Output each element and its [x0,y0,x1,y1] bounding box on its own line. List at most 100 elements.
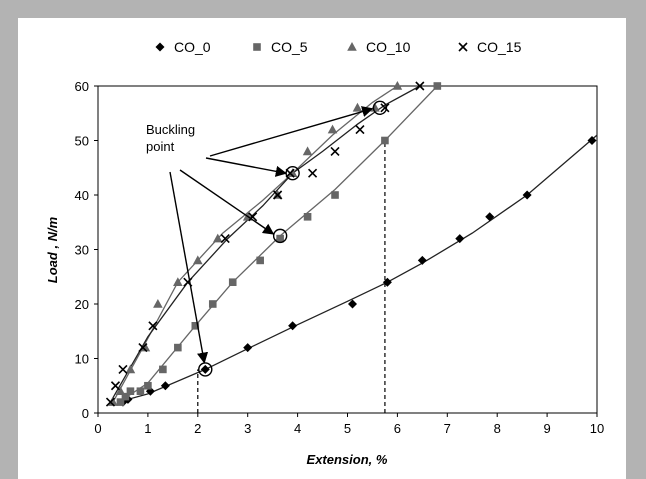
annotation-arrow [169,171,209,364]
annotation-arrow [205,157,287,177]
data-point-co-10 [125,364,136,374]
data-point-co-15 [330,146,340,156]
data-point-co-5 [126,387,135,395]
legend-label-co-10: CO_10 [366,39,411,55]
data-point-co-15 [355,125,365,135]
data-point-co-0 [417,255,427,265]
data-point-co-10 [212,233,223,243]
legend-label-co-0: CO_0 [174,39,211,55]
annotation-label: Buckling [146,122,195,137]
x-tick-label: 7 [444,421,451,436]
legend-marker-co-5 [253,43,261,51]
data-point-co-0 [485,212,495,222]
data-point-co-10 [352,102,363,112]
x-axis-title: Extension, % [307,452,388,467]
data-point-co-15 [148,321,158,331]
data-point-co-5 [136,387,145,395]
legend: CO_0 CO_5 CO_10 CO_15 [155,39,522,55]
buckling-point-marker [372,100,388,116]
data-point-co-0 [347,299,357,309]
data-point-co-10 [140,342,151,352]
y-tick-label: 40 [75,188,89,203]
data-point-co-10 [115,386,126,395]
x-tick-label: 2 [194,421,201,436]
data-point-co-10 [302,146,313,156]
data-point-co-5 [191,322,200,330]
x-tick-label: 3 [244,421,251,436]
annotation-arrow [209,106,374,157]
data-point-co-15 [248,212,258,222]
y-tick-label: 60 [75,79,89,94]
legend-label-co-15: CO_15 [477,39,522,55]
data-point-co-5 [303,213,312,221]
data-point-co-15 [273,190,283,200]
data-point-co-15 [308,168,318,178]
data-point-co-10 [392,81,403,90]
legend-label-co-5: CO_5 [271,39,308,55]
x-tick-label: 0 [94,421,101,436]
data-point-co-0 [382,277,392,287]
data-point-co-10 [193,255,203,265]
annotation-arrow [179,169,275,235]
y-tick-label: 0 [82,406,89,421]
data-point-co-0 [160,381,170,391]
data-point-co-0 [587,136,597,145]
data-point-co-15 [285,168,295,178]
y-tick-label: 10 [75,352,89,367]
data-point-co-0 [522,190,532,200]
data-point-co-5 [433,82,442,90]
data-point-co-15 [220,234,230,244]
data-point-co-15 [380,103,390,113]
data-point-co-15 [138,343,148,353]
y-tick-label: 30 [75,243,89,258]
annotation-label-line2: point [146,139,175,154]
data-point-co-15 [105,397,116,407]
x-tick-label: 4 [294,421,301,436]
data-point-co-5 [159,365,167,374]
data-point-co-10 [108,397,118,406]
data-point-co-5 [381,136,389,145]
data-point-co-5 [256,256,264,265]
y-tick-label: 50 [75,134,89,149]
legend-marker-co-10 [347,42,357,51]
reference-lines [197,140,386,413]
data-point-co-0 [455,234,465,244]
x-tick-label: 10 [590,421,604,436]
data-point-co-5 [121,392,130,401]
data-point-co-10 [153,299,163,308]
axes: 0 1 2 3 4 5 6 7 8 9 10 0 10 20 30 40 50 60 [75,79,605,436]
x-tick-label: 5 [344,421,351,436]
x-tick-label: 1 [144,421,151,436]
x-tick-label: 8 [494,421,501,436]
outer-border-right [626,0,646,479]
legend-marker-co-0 [155,42,165,52]
data-point-co-10 [287,168,298,177]
annotation-arrows [169,106,374,364]
legend-marker-co-15 [458,42,468,52]
x-tick-label: 6 [394,421,401,436]
outer-border-top [0,0,646,18]
buckling-point-marker [272,228,288,244]
data-point-co-5 [116,398,125,406]
data-point-co-15 [110,381,121,391]
x-tick-label: 9 [543,421,550,436]
data-point-co-5 [174,343,182,352]
data-point-co-0 [200,364,210,374]
data-point-co-5 [144,381,152,390]
data-point-co-10 [327,124,338,134]
data-point-co-0 [288,321,298,331]
data-point-co-15 [415,81,425,91]
data-point-co-10 [173,277,183,286]
data-point-co-5 [208,300,217,308]
data-point-co-0 [243,343,253,353]
fit-line-co-10 [112,85,398,403]
y-axis-title: Load , N/m [45,216,60,283]
data-point-co-15 [118,364,128,374]
y-tick-label: 20 [75,297,89,312]
data-point-co-5 [276,234,284,243]
data-markers [105,81,597,407]
data-point-co-5 [228,278,237,286]
data-point-co-5 [331,191,339,199]
